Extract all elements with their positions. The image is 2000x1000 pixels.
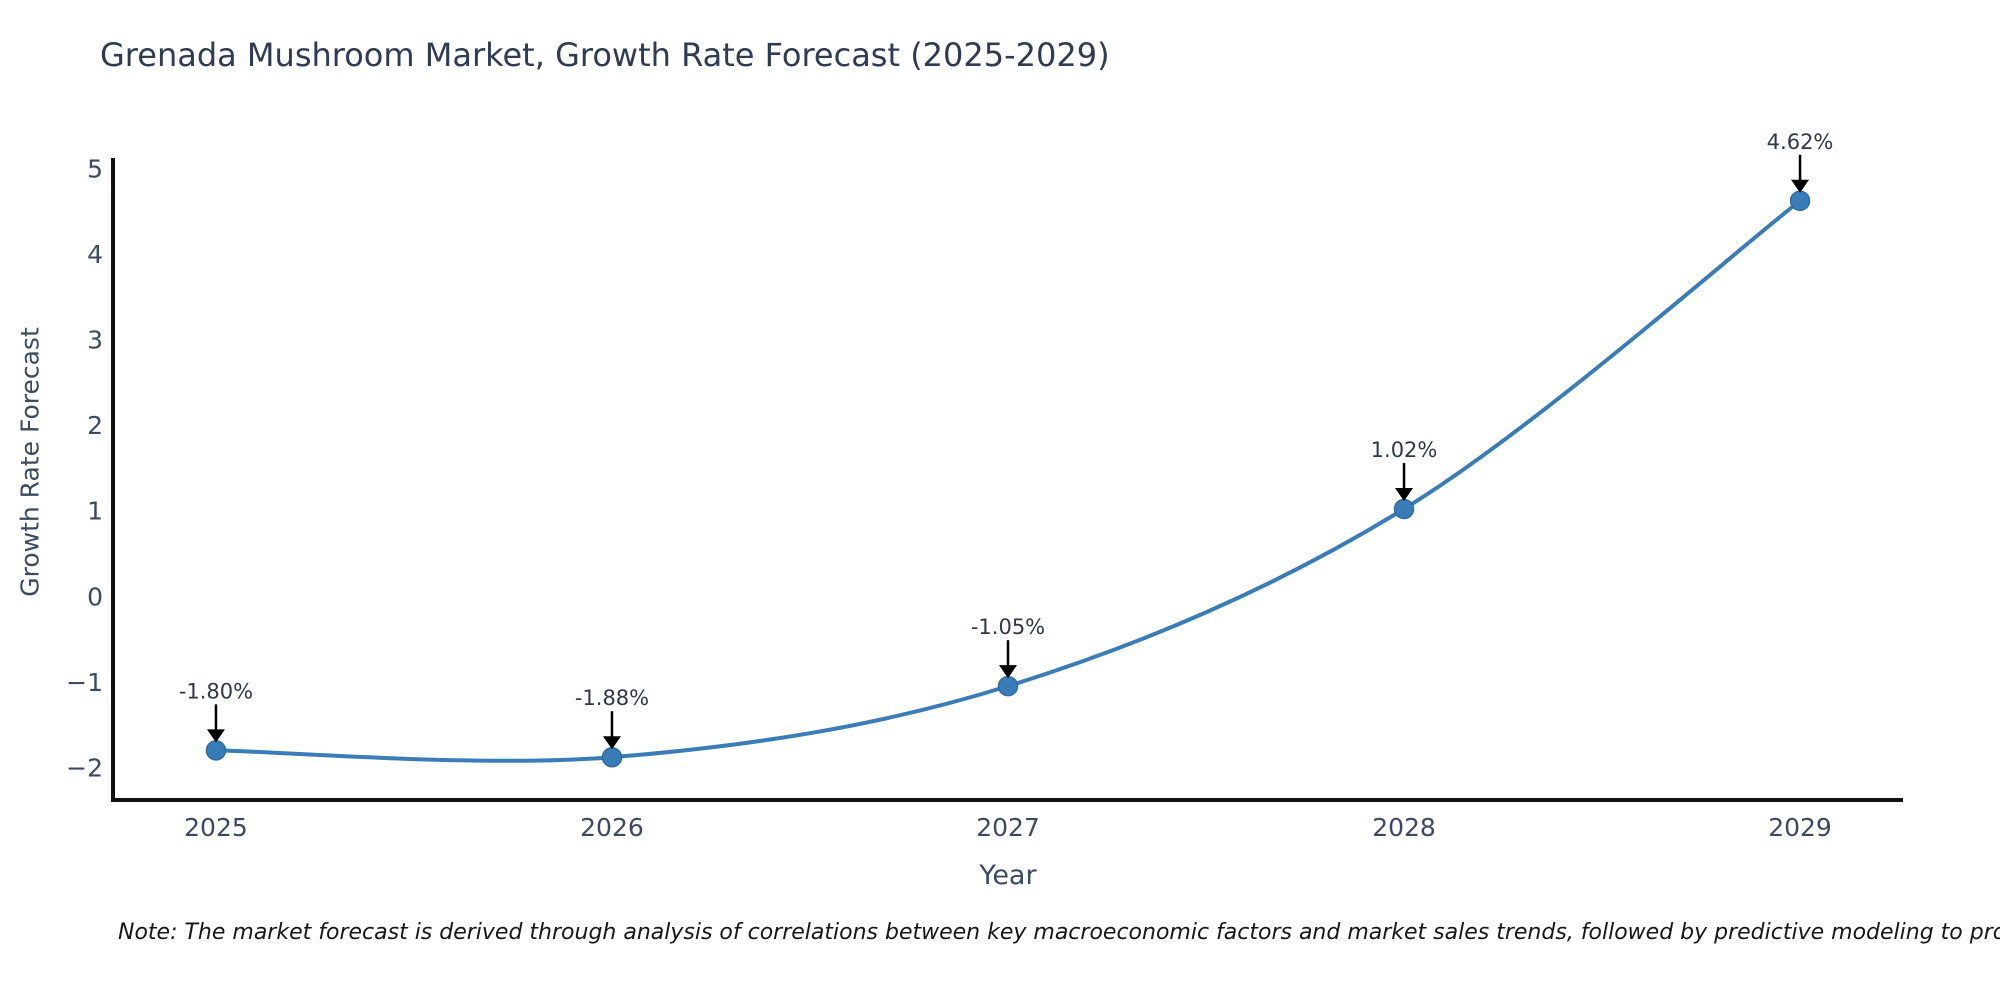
- annotation-arrow-head: [999, 665, 1017, 679]
- data-point-marker: [205, 740, 227, 761]
- x-axis-title: Year: [979, 860, 1037, 891]
- annotation-arrow-head: [1791, 179, 1810, 193]
- y-tick-label: 2: [87, 411, 103, 440]
- y-tick-label: 3: [87, 325, 103, 354]
- annotation-label: -1.88%: [575, 686, 649, 710]
- x-tick-label: 2026: [580, 813, 644, 842]
- y-tick-label: 5: [87, 154, 103, 183]
- data-point-marker: [997, 675, 1019, 697]
- y-tick-label: 1: [87, 497, 103, 526]
- y-tick-label: −2: [66, 753, 103, 782]
- annotation-label: 1.02%: [1371, 438, 1438, 462]
- x-tick-label: 2029: [1768, 813, 1832, 842]
- point-annotations: -1.80% -1.88% -1.05% 1.02% 4.62%: [179, 130, 1834, 750]
- y-tick-label: 4: [87, 240, 103, 269]
- axis-spines: [111, 158, 1903, 802]
- axis-tick-labels: 5 4 3 2 1 0 −1 −2 2025 2026 2027 2028 2029: [66, 154, 1832, 842]
- data-point-markers: [205, 190, 1811, 768]
- chart-title: Grenada Mushroom Market, Growth Rate For…: [100, 36, 1110, 74]
- y-tick-label: 0: [87, 582, 103, 611]
- chart-footnote: Note: The market forecast is derived thr…: [118, 920, 2000, 945]
- x-tick-label: 2027: [976, 813, 1040, 842]
- x-tick-label: 2028: [1372, 813, 1436, 842]
- x-tick-label: 2025: [184, 813, 248, 842]
- data-point-marker: [1393, 498, 1415, 520]
- annotation-arrow-head: [206, 729, 225, 743]
- axis-spine-path: [111, 158, 1903, 802]
- y-tick-label: −1: [66, 668, 103, 697]
- data-point-marker: [601, 746, 623, 768]
- annotation-label: 4.62%: [1767, 130, 1834, 154]
- annotation-label: -1.80%: [179, 679, 253, 703]
- annotation-label: -1.05%: [971, 615, 1045, 639]
- data-point-marker: [1789, 190, 1811, 212]
- annotation-arrow-head: [602, 736, 621, 750]
- annotation-arrow-head: [1395, 487, 1414, 501]
